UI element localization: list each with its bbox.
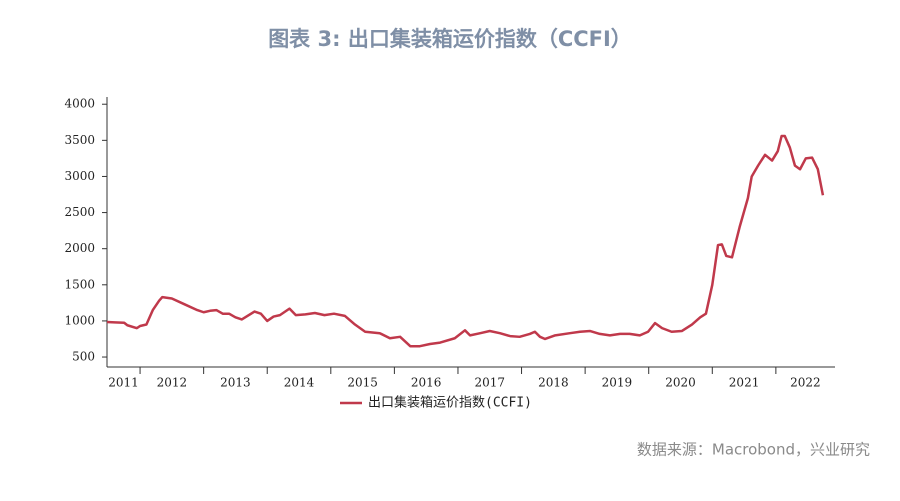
x-tick-label: 2019 xyxy=(602,376,633,390)
x-tick-label: 2015 xyxy=(347,376,378,390)
y-tick-label: 3500 xyxy=(64,133,95,147)
x-tick-label: 2014 xyxy=(284,376,315,390)
chart-title: 图表 3: 出口集装箱运价指数（CCFI） xyxy=(268,27,632,51)
x-tick-label: 2020 xyxy=(665,376,696,390)
y-tick-label: 2500 xyxy=(64,205,95,219)
y-tick-label: 4000 xyxy=(64,97,95,111)
legend-label: 出口集装箱运价指数(CCFI) xyxy=(368,395,532,411)
x-tick-label: 2011 xyxy=(108,376,139,390)
x-tick-label: 2013 xyxy=(220,376,251,390)
y-tick-label: 1000 xyxy=(64,313,95,327)
y-tick-label: 3000 xyxy=(64,169,95,183)
y-tick-label: 500 xyxy=(72,350,95,364)
x-tick-label: 2021 xyxy=(729,376,760,390)
x-tick-label: 2016 xyxy=(411,376,442,390)
y-tick-label: 1500 xyxy=(64,277,95,291)
source-note: 数据来源：Macrobond，兴业研究 xyxy=(637,441,870,459)
x-tick-label: 2017 xyxy=(474,376,505,390)
x-tick-label: 2022 xyxy=(790,376,821,390)
x-tick-label: 2012 xyxy=(157,376,188,390)
x-tick-label: 2018 xyxy=(538,376,569,390)
series-line xyxy=(106,134,825,348)
y-tick-label: 2000 xyxy=(64,241,95,255)
